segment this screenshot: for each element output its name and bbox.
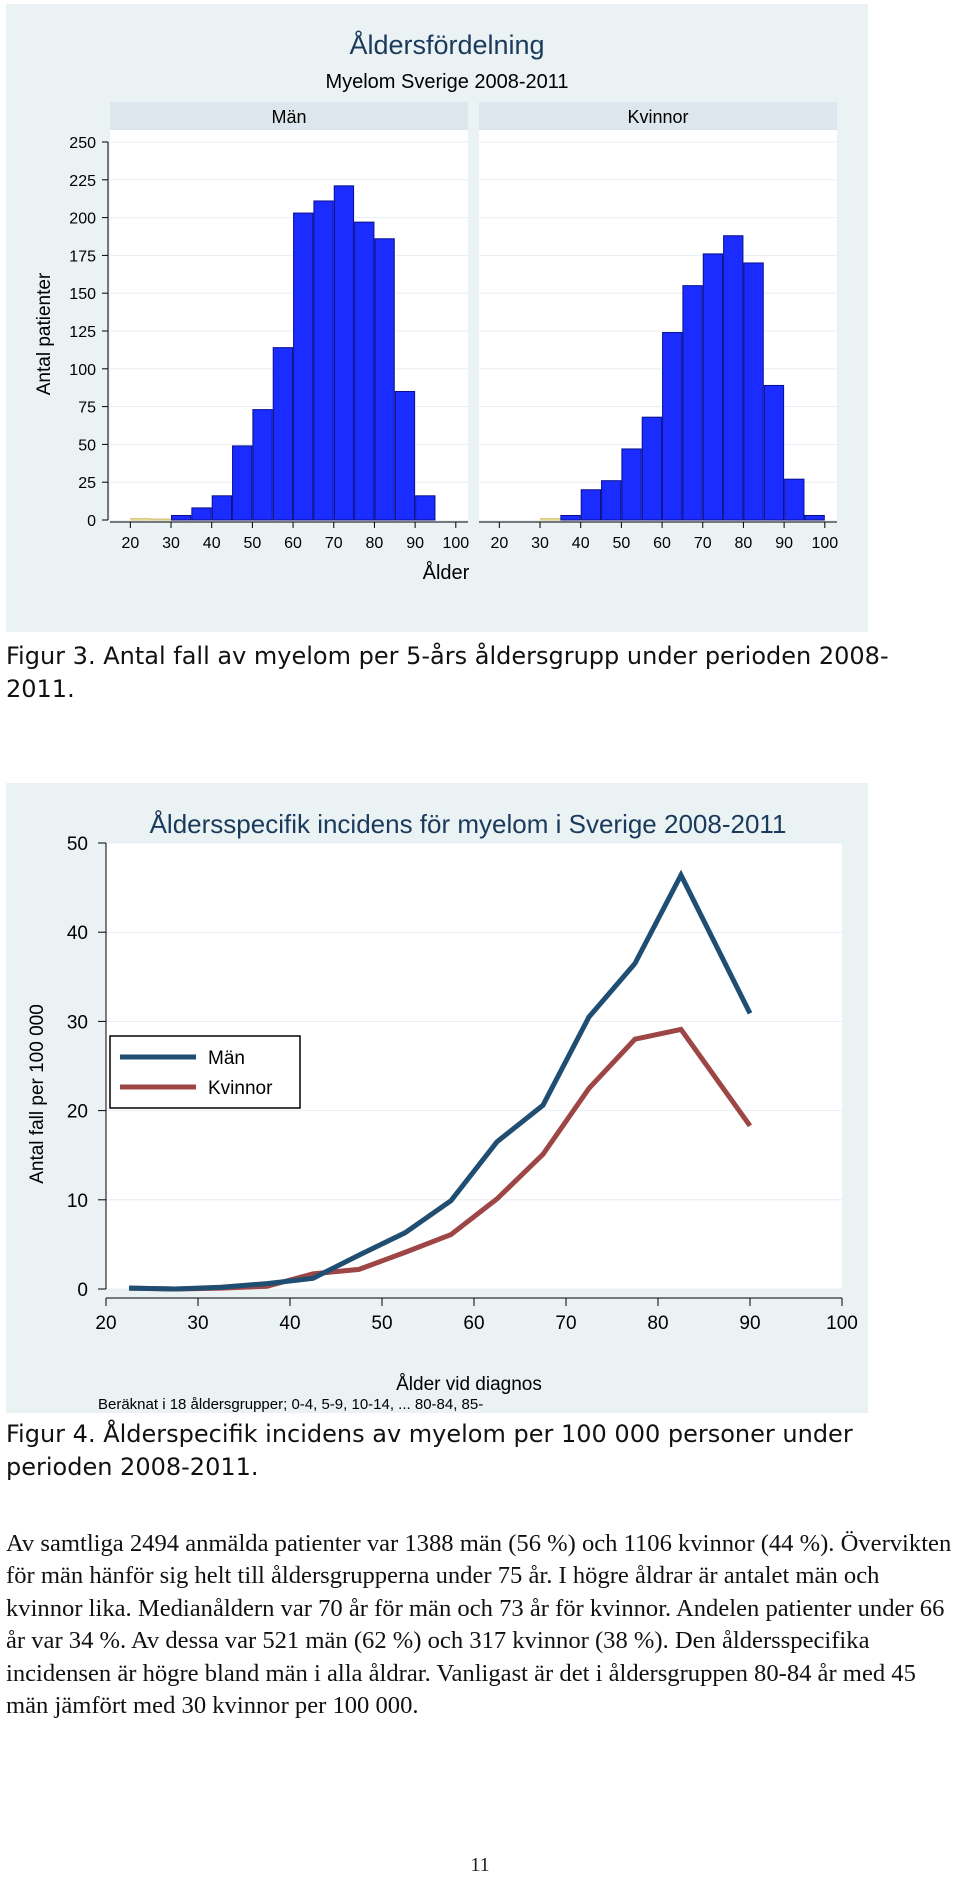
fig3-x-axis-label: Ålder <box>423 561 470 584</box>
fig3-x-tick-label: 30 <box>531 535 549 552</box>
fig3-bar <box>374 238 395 521</box>
fig3-bar <box>784 478 805 521</box>
fig4-legend-label: Kvinnor <box>208 1078 273 1099</box>
fig3-y-tick-label: 225 <box>69 173 96 190</box>
fig3-bar <box>804 514 825 521</box>
fig4-y-axis-label: Antal fall per 100 000 <box>27 1004 48 1184</box>
fig4-x-axis-label: Ålder vid diagnos <box>396 1374 542 1395</box>
fig4-x-tick-label: 30 <box>187 1313 208 1334</box>
fig3-bar <box>601 480 622 521</box>
fig3-x-tick-label: 100 <box>811 535 838 552</box>
fig3-bar <box>252 409 273 521</box>
fig3-x-tick-label: 40 <box>572 535 590 552</box>
fig3-panel-header <box>479 102 837 130</box>
fig3-x-tick-label: 70 <box>325 535 343 552</box>
fig4-x-tick-label: 60 <box>463 1313 484 1334</box>
fig3-bar <box>641 416 663 521</box>
fig3-x-tick-label: 40 <box>203 535 221 552</box>
fig3-y-axis-label: Antal patienter <box>34 272 55 395</box>
age-distribution-chart: Åldersfördelning Myelom Sverige 2008-201… <box>34 29 838 584</box>
fig4-x-tick-label: 70 <box>555 1313 576 1334</box>
incidence-chart: Åldersspecifik incidens för myelom i Sve… <box>27 809 858 1413</box>
fig3-x-tick-label: 90 <box>406 535 424 552</box>
fig3-y-tick-label: 200 <box>69 211 96 228</box>
fig4-x-tick-label: 40 <box>279 1313 300 1334</box>
fig3-y-tick-label: 150 <box>69 286 96 303</box>
fig3-bar <box>293 212 314 521</box>
fig4-y-tick-label: 20 <box>67 1102 88 1123</box>
fig4-y-tick-label: 40 <box>67 923 88 944</box>
fig3-x-tick-label: 90 <box>775 535 793 552</box>
fig4-legend-label: Män <box>208 1048 245 1069</box>
fig3-x-tick-label: 70 <box>694 535 712 552</box>
fig3-bar <box>333 185 355 521</box>
fig3-bar <box>313 200 334 521</box>
fig4-x-tick-label: 100 <box>826 1313 858 1334</box>
fig4-title: Åldersspecifik incidens för myelom i Sve… <box>150 809 787 839</box>
fig3-bar <box>763 384 785 521</box>
fig4-y-tick-label: 50 <box>67 834 88 855</box>
fig3-bar <box>682 285 703 521</box>
fig3-x-tick-label: 80 <box>735 535 753 552</box>
fig3-bar <box>662 332 683 521</box>
figure-3-caption: Figur 3. Antal fall av myelom per 5-års … <box>6 642 889 703</box>
fig4-x-tick-label: 80 <box>647 1313 668 1334</box>
fig3-x-tick-label: 60 <box>284 535 302 552</box>
figure-4-caption: Figur 4. Ålderspecifik incidens av myelo… <box>6 1420 853 1481</box>
fig3-x-tick-label: 100 <box>442 535 469 552</box>
fig3-bar <box>150 518 172 521</box>
fig3-bar <box>702 253 724 521</box>
fig4-series-line-men <box>128 869 753 1292</box>
figure-3-panel: Åldersfördelning Myelom Sverige 2008-201… <box>6 4 868 632</box>
fig3-x-tick-label: 80 <box>366 535 384 552</box>
fig3-y-tick-label: 125 <box>69 324 96 341</box>
fig3-bar <box>211 495 233 521</box>
fig3-bar <box>723 235 744 521</box>
fig3-x-tick-label: 20 <box>490 535 508 552</box>
page-number: 11 <box>470 1854 490 1876</box>
fig3-x-tick-label: 30 <box>162 535 180 552</box>
fig3-bar <box>354 221 375 521</box>
figure-4-panel: Åldersspecifik incidens för myelom i Sve… <box>6 783 868 1413</box>
fig3-panel-header <box>110 102 468 130</box>
fig3-bar <box>191 507 212 521</box>
fig3-x-tick-label: 60 <box>653 535 671 552</box>
fig3-x-tick-label: 20 <box>121 535 139 552</box>
fig3-y-tick-label: 50 <box>78 437 96 454</box>
body-paragraph: Av samtliga 2494 anmälda patienter var 1… <box>6 1530 952 1720</box>
fig3-y-tick-label: 175 <box>69 248 96 265</box>
fig3-y-tick-label: 0 <box>87 513 96 530</box>
fig3-title: Åldersfördelning <box>349 29 544 60</box>
fig3-y-tick-label: 100 <box>69 362 96 379</box>
fig4-x-tick-label: 90 <box>739 1313 760 1334</box>
fig3-panel-label: Män <box>271 107 306 127</box>
fig3-panel-label: Kvinnor <box>627 107 688 127</box>
fig3-bar <box>580 489 602 521</box>
fig3-y-tick-label: 25 <box>78 475 96 492</box>
fig3-bar <box>415 495 436 521</box>
fig3-bar <box>540 517 561 521</box>
fig4-x-tick-label: 20 <box>95 1313 116 1334</box>
fig3-bar <box>171 514 192 521</box>
fig4-x-tick-label: 50 <box>371 1313 392 1334</box>
fig4-y-tick-label: 30 <box>67 1012 88 1033</box>
fig3-subtitle: Myelom Sverige 2008-2011 <box>325 71 568 93</box>
fig3-x-tick-label: 50 <box>612 535 630 552</box>
fig4-legend-box <box>109 1035 301 1109</box>
fig4-note: Beräknat i 18 åldersgrupper; 0-4, 5-9, 1… <box>98 1396 483 1413</box>
fig3-bar <box>743 262 764 521</box>
fig3-bar <box>621 448 642 521</box>
fig3-bar <box>130 517 151 521</box>
fig3-x-tick-label: 50 <box>243 535 261 552</box>
fig4-legend: Män Kvinnor <box>109 1035 301 1109</box>
fig3-bar <box>394 390 416 521</box>
fig3-bar <box>232 445 253 521</box>
fig3-y-tick-label: 250 <box>69 135 96 152</box>
fig4-y-tick-label: 0 <box>77 1280 88 1301</box>
fig3-bar <box>272 347 294 521</box>
fig3-bar <box>560 514 581 521</box>
fig3-y-tick-label: 75 <box>78 400 96 417</box>
fig4-y-tick-label: 10 <box>67 1191 88 1212</box>
